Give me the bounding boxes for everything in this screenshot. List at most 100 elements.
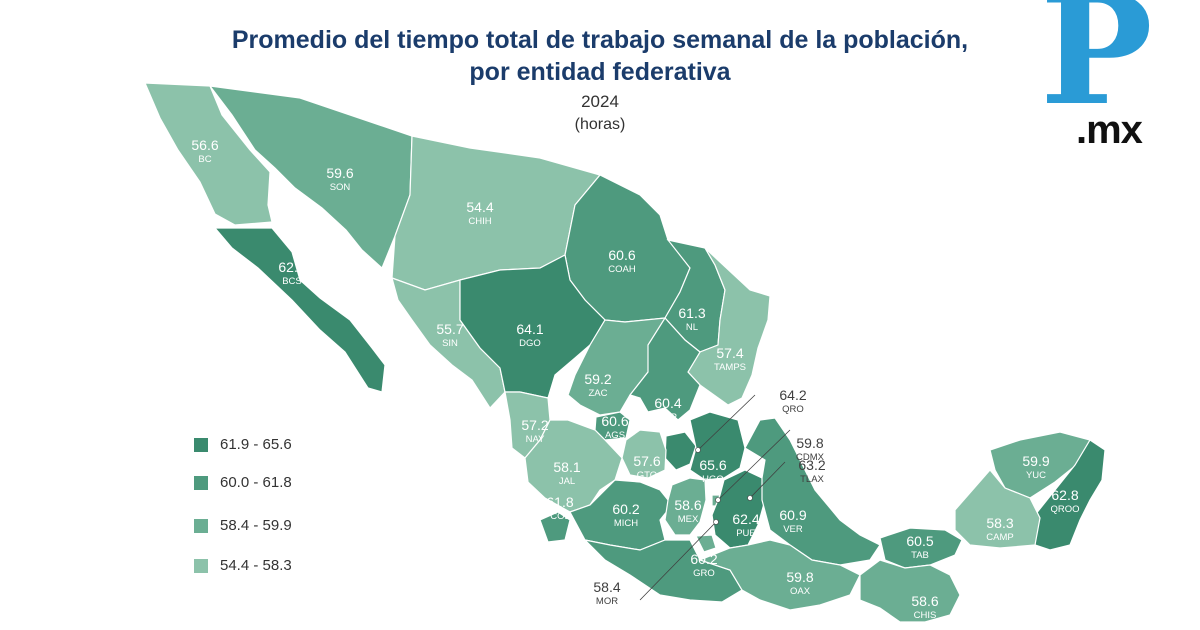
state-value: 59.6 [326, 165, 353, 181]
state-value: 65.6 [699, 457, 726, 473]
state-value: 60.9 [779, 507, 806, 523]
state-value: 58.1 [553, 459, 580, 475]
state-abbr: CHIH [468, 216, 491, 227]
state-slp [628, 317, 701, 421]
marker-dot [715, 497, 721, 503]
state-yuc [989, 431, 1091, 499]
state-abbr: MEX [678, 514, 699, 525]
state-value: 59.8 [796, 435, 823, 451]
leader-line-qro [697, 394, 756, 451]
state-abbr: SON [330, 182, 351, 193]
state-abbr: PUE [736, 528, 756, 539]
state-labels: 56.6BC59.6SON54.4CHIH62.6BCS60.6COAH61.3… [191, 137, 1079, 621]
state-bcs [213, 227, 386, 393]
state-abbr: MOR [596, 596, 618, 607]
state-abbr: CHIS [914, 610, 937, 621]
marker-dot [747, 495, 753, 501]
state-abbr: CDMX [796, 452, 825, 463]
state-value: 60.2 [690, 551, 717, 567]
state-value: 60.5 [906, 533, 933, 549]
state-value: 62.4 [732, 511, 759, 527]
state-abbr: ZAC [589, 388, 608, 399]
state-ver [744, 417, 881, 566]
state-bc [144, 82, 273, 226]
state-abbr: JAL [559, 476, 575, 487]
state-dgo [459, 254, 606, 399]
state-abbr: TAB [911, 550, 929, 561]
title-line-1: Promedio del tiempo total de trabajo sem… [231, 26, 969, 54]
state-value: 60.4 [654, 395, 681, 411]
state-shapes [144, 82, 1106, 623]
state-abbr: HGO [702, 474, 724, 485]
state-abbr: DGO [519, 338, 541, 349]
legend-label: 60.0 - 61.8 [220, 474, 292, 491]
state-abbr: QRO [782, 404, 804, 415]
leader-line-cdmx [717, 429, 791, 501]
state-value: 60.2 [612, 501, 639, 517]
logo-suffix: .mx [1076, 108, 1143, 152]
state-abbr: COAH [608, 264, 636, 275]
state-value: 58.4 [593, 579, 620, 595]
state-value: 61.3 [678, 305, 705, 321]
legend-item: 54.4 - 58.3 [194, 556, 344, 576]
state-value: 54.4 [466, 199, 493, 215]
logo-letter: P [1040, 0, 1153, 139]
state-value: 59.8 [786, 569, 813, 585]
state-abbr: AGS [605, 430, 625, 441]
state-mex [664, 477, 707, 536]
state-camp [954, 469, 1041, 549]
map-unit: (horas) [574, 116, 626, 133]
leader-lines [639, 394, 791, 601]
legend-label: 54.4 - 58.3 [220, 557, 292, 574]
map-year: 2024 [581, 92, 619, 111]
state-abbr: OAX [790, 586, 811, 597]
state-value: 59.9 [1022, 453, 1049, 469]
state-tab [879, 527, 963, 569]
state-abbr: BCS [282, 276, 302, 287]
state-value: 57.2 [521, 417, 548, 433]
state-value: 57.6 [633, 453, 660, 469]
state-value: 59.2 [584, 371, 611, 387]
state-hgo [689, 411, 746, 481]
state-abbr: GTO [637, 470, 657, 481]
state-value: 62.6 [278, 259, 305, 275]
legend-swatch [194, 519, 208, 533]
state-jal [524, 419, 623, 513]
state-qroo [1034, 439, 1106, 551]
state-value: 55.7 [436, 321, 463, 337]
legend-swatch [194, 476, 208, 490]
state-abbr: QROO [1050, 504, 1079, 515]
state-abbr: YUC [1026, 470, 1046, 481]
state-chis [859, 559, 961, 623]
logo: P .mx [1036, 0, 1176, 150]
legend-swatch [194, 559, 208, 573]
state-value: 57.4 [716, 345, 743, 361]
state-abbr: MICH [614, 518, 638, 529]
state-value: 62.8 [1051, 487, 1078, 503]
state-value: 64.1 [516, 321, 543, 337]
state-value: 60.6 [608, 247, 635, 263]
map-title: Promedio del tiempo total de trabajo sem… [150, 24, 1050, 88]
state-tamps [687, 247, 771, 406]
state-abbr: VER [783, 524, 803, 535]
state-abbr: TAMPS [714, 362, 746, 373]
marker-dot [695, 447, 701, 453]
state-mor [695, 534, 717, 553]
state-value: 58.6 [911, 593, 938, 609]
state-value: 60.6 [601, 413, 628, 429]
state-abbr: SIN [442, 338, 458, 349]
title-line-2: por entidad federativa [469, 58, 731, 86]
leader-line-tlax [749, 461, 786, 499]
legend-swatch [194, 438, 208, 452]
state-abbr: TLAX [800, 474, 824, 485]
legend-item: 58.4 - 59.9 [194, 516, 344, 536]
state-value: 63.2 [798, 457, 825, 473]
state-abbr: BC [198, 154, 211, 165]
state-value: 58.3 [986, 515, 1013, 531]
legend-label: 58.4 - 59.9 [220, 517, 292, 534]
state-abbr: GRO [693, 568, 715, 579]
state-col [539, 511, 571, 543]
state-abbr: NL [686, 322, 698, 333]
state-gto [621, 429, 667, 479]
